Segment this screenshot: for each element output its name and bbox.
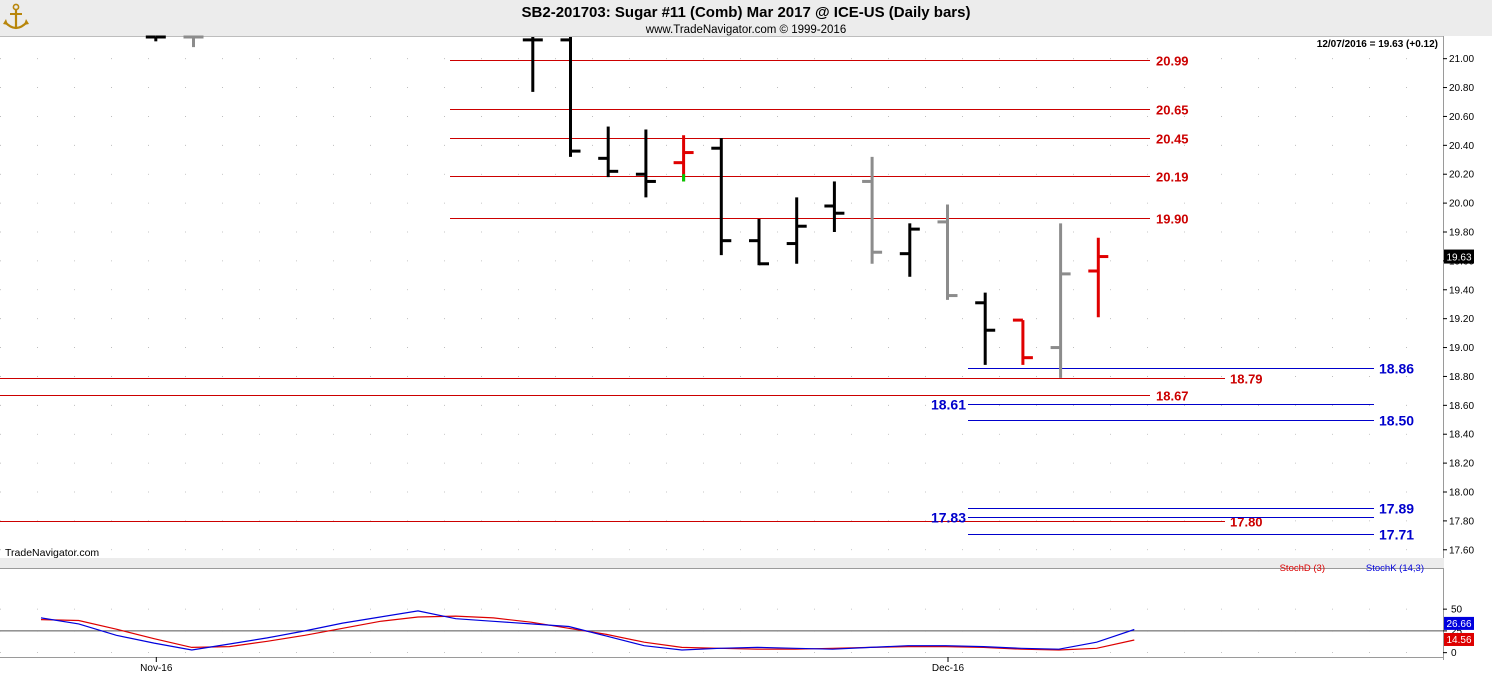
level-label-17.83: 17.83 bbox=[931, 510, 966, 526]
anchor-logo-icon bbox=[3, 3, 29, 30]
time-tick-label: Nov-16 bbox=[140, 663, 173, 674]
level-label-18.50: 18.50 bbox=[1379, 413, 1414, 429]
stochd-value-label: 14.56 bbox=[1446, 635, 1471, 646]
watermark-text: TradeNavigator.com bbox=[5, 547, 99, 559]
level-label-20.19: 20.19 bbox=[1156, 170, 1189, 185]
level-label-19.90: 19.90 bbox=[1156, 212, 1189, 227]
stochk-value-label: 26.66 bbox=[1446, 619, 1471, 630]
level-label-17.71: 17.71 bbox=[1379, 527, 1414, 543]
stochk-value-badge bbox=[1444, 616, 1474, 630]
level-label-18.61: 18.61 bbox=[931, 397, 966, 413]
price-bar bbox=[598, 126, 619, 178]
price-tick-label: 20.80 bbox=[1449, 83, 1474, 94]
price-tick-label: 19.20 bbox=[1449, 314, 1474, 325]
price-bar bbox=[673, 135, 694, 182]
price-tick-label: 19.00 bbox=[1449, 343, 1474, 354]
osc-tick-label: 50 bbox=[1451, 605, 1463, 616]
price-tick-label: 18.80 bbox=[1449, 372, 1474, 383]
price-bar bbox=[786, 197, 807, 264]
price-bar bbox=[862, 156, 883, 264]
legend-stochd: StochD (3) bbox=[1280, 563, 1325, 574]
price-bar bbox=[635, 129, 656, 198]
time-tick-label: Dec-16 bbox=[932, 663, 965, 674]
price-tick-label: 17.80 bbox=[1449, 516, 1474, 527]
price-bar bbox=[183, 35, 204, 48]
grid-layer bbox=[0, 58, 1443, 654]
stochk-line bbox=[40, 610, 1135, 651]
price-bar bbox=[975, 292, 996, 365]
price-bar bbox=[711, 138, 732, 256]
price-tick-label: 20.40 bbox=[1449, 141, 1474, 152]
stochd-value-badge bbox=[1444, 632, 1474, 646]
legend-stochk: StochK (14,3) bbox=[1366, 563, 1424, 574]
level-label-20.45: 20.45 bbox=[1156, 132, 1189, 147]
price-bar bbox=[824, 181, 845, 232]
price-bar bbox=[1050, 223, 1071, 378]
price-bars-layer: 19.63 bbox=[145, 35, 1474, 378]
price-bar bbox=[899, 223, 920, 277]
levels-layer: 20.99 20.65 20.45 20.19 19.90 18.79 18.67 17.80… bbox=[0, 54, 1414, 543]
level-label-18.79: 18.79 bbox=[1230, 372, 1263, 387]
price-bar bbox=[749, 219, 769, 266]
price-bar bbox=[937, 204, 958, 300]
price-tick-label: 18.60 bbox=[1449, 401, 1474, 412]
price-tick-label: 20.60 bbox=[1449, 112, 1474, 123]
level-label-20.65: 20.65 bbox=[1156, 103, 1189, 118]
price-tick-label: 17.60 bbox=[1449, 545, 1474, 556]
price-tick-label: 20.20 bbox=[1449, 170, 1474, 181]
pane-separator bbox=[0, 558, 1444, 568]
osc-tick-label: 25 bbox=[1451, 626, 1463, 637]
price-tick-label: 18.40 bbox=[1449, 430, 1474, 441]
level-label-18.86: 18.86 bbox=[1379, 361, 1414, 377]
chart-title: SB2-201703: Sugar #11 (Comb) Mar 2017 @ … bbox=[522, 4, 971, 21]
level-label-17.89: 17.89 bbox=[1379, 501, 1414, 517]
price-tick-label: 19.80 bbox=[1449, 228, 1474, 239]
price-tick-label: 21.00 bbox=[1449, 54, 1474, 65]
level-label-20.99: 20.99 bbox=[1156, 54, 1189, 69]
price-bar bbox=[522, 37, 543, 92]
price-tick-label: 19.40 bbox=[1449, 285, 1474, 296]
chart-subtitle: www.TradeNavigator.com © 1999-2016 bbox=[645, 24, 846, 36]
price-bar bbox=[1088, 237, 1109, 318]
last-price-label: 19.63 bbox=[1446, 253, 1471, 264]
price-bar bbox=[1012, 318, 1033, 365]
price-tick-label: 18.20 bbox=[1449, 459, 1474, 470]
price-tick-label: 20.00 bbox=[1449, 199, 1474, 210]
price-tick-label: 18.00 bbox=[1449, 488, 1474, 499]
price-bar bbox=[560, 37, 581, 157]
osc-tick-label: 0 bbox=[1451, 648, 1457, 659]
price-bar bbox=[145, 35, 166, 42]
level-label-17.80: 17.80 bbox=[1230, 515, 1263, 530]
last-price-badge bbox=[1444, 249, 1474, 264]
title-bar bbox=[0, 0, 1492, 36]
stochastic-layer: 14.56 26.66 bbox=[40, 610, 1474, 651]
level-label-18.67: 18.67 bbox=[1156, 389, 1189, 404]
last-quote: 12/07/2016 = 19.63 (+0.12) bbox=[1317, 39, 1438, 50]
